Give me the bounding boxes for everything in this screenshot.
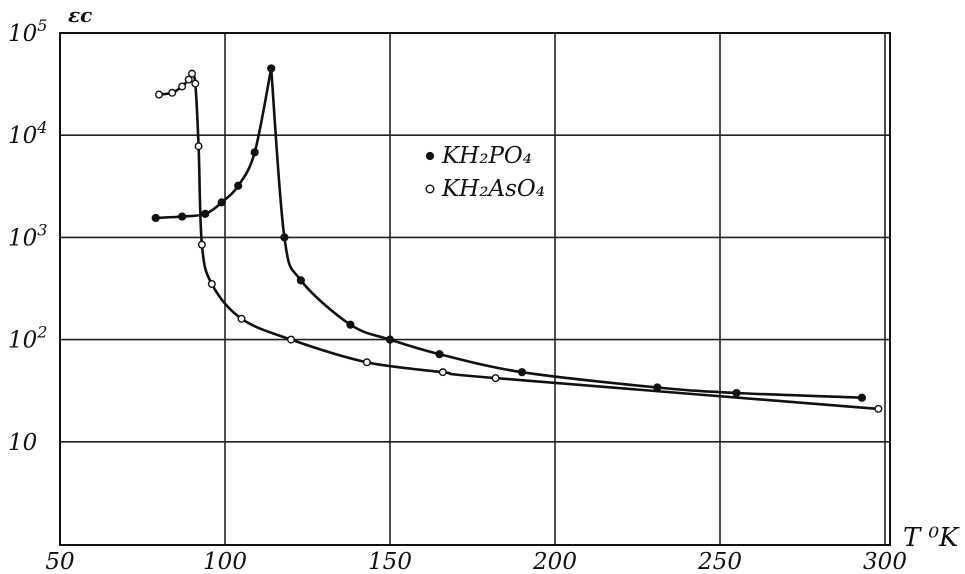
kh2po4-point [732, 388, 741, 398]
kh2aso4-point [168, 88, 177, 97]
plot-frame [59, 32, 891, 546]
y-tick-label: 103 [8, 220, 47, 251]
legend-entry-label: KH₂AsO₄ [441, 176, 545, 202]
kh2aso4-point [184, 75, 193, 84]
kh2po4-point [250, 148, 259, 157]
x-tick-label: 200 [532, 549, 577, 574]
kh2aso4-point [438, 368, 447, 377]
y-tick-label: 105 [8, 16, 47, 47]
x-tick-label: 150 [368, 549, 412, 574]
y-tick-label: 104 [8, 118, 47, 149]
kh2po4-point [653, 383, 662, 392]
y-axis-label: εc [68, 3, 92, 27]
kh2aso4-point [491, 374, 500, 383]
x-axis-label: T ⁰K [903, 523, 960, 553]
series-curve [190, 72, 879, 411]
series-curve [269, 68, 862, 399]
kh2po4-point [857, 393, 867, 402]
kh2aso4-point [207, 279, 216, 288]
y-tick-label: 10 [8, 430, 37, 456]
y-tick-label: 102 [8, 323, 47, 354]
kh2po4-point [280, 233, 289, 242]
kh2po4-point [296, 276, 305, 285]
kh2po4-point [346, 320, 355, 329]
kh2aso4-point [237, 314, 246, 323]
x-axis-ticks: 50 100 150 200 250 300 [45, 549, 907, 574]
kh2po4-point [151, 213, 160, 223]
grid [60, 33, 890, 545]
kh2po4-point [234, 181, 243, 190]
kh2po4-point [435, 350, 444, 359]
legend-filled-marker [425, 151, 435, 161]
legend: KH₂PO₄ KH₂AsO₄ [425, 143, 545, 202]
kh2aso4-point [191, 79, 200, 88]
kh2aso4-point [874, 404, 883, 413]
kh2po4-point [217, 198, 226, 207]
series-curves [155, 68, 879, 411]
kh2aso4-point [194, 142, 203, 151]
kh2po4-point [201, 209, 210, 218]
x-tick-label: 50 [45, 549, 74, 574]
kh2aso4-point [178, 82, 187, 91]
y-axis-ticks: 105 104 103 102 10 [8, 16, 47, 456]
kh2po4-point [517, 368, 527, 377]
kh2aso4-point [287, 335, 296, 344]
kh2aso4-point [197, 240, 206, 249]
kh2po4-point [178, 212, 187, 221]
legend-entry-label: KH₂PO₄ [441, 143, 532, 169]
kh2po4-point [267, 64, 276, 73]
x-tick-label: 100 [203, 549, 247, 574]
x-tick-label: 300 [863, 549, 907, 574]
series-markers [151, 64, 883, 413]
x-tick-label: 250 [697, 549, 742, 574]
legend-open-marker [425, 184, 435, 194]
kh2aso4-point [154, 90, 163, 99]
kh2po4-point [385, 335, 395, 344]
kh2aso4-point [362, 358, 371, 367]
kh2aso4-point [187, 69, 196, 78]
